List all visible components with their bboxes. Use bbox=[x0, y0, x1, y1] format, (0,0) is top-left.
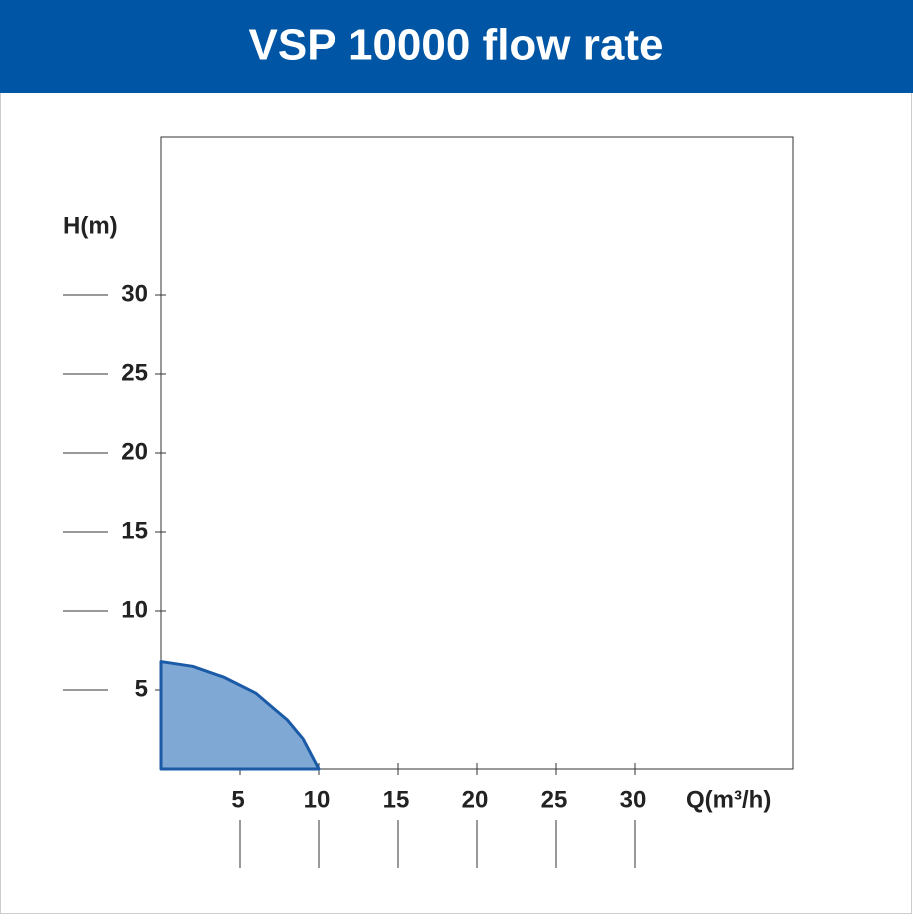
x-axis-label: Q(m³/h) bbox=[686, 786, 771, 813]
chart-title: VSP 10000 flow rate bbox=[249, 21, 664, 70]
y-tick-label: 15 bbox=[121, 517, 148, 544]
x-tick-label: 25 bbox=[541, 786, 568, 813]
y-axis-label: H(m) bbox=[63, 212, 118, 239]
x-tick-label: 30 bbox=[620, 786, 647, 813]
y-tick-label: 20 bbox=[121, 438, 148, 465]
header-bar bbox=[0, 0, 913, 93]
y-tick-label: 25 bbox=[121, 359, 148, 386]
x-tick-label: 5 bbox=[231, 786, 244, 813]
x-tick-label: 20 bbox=[462, 786, 489, 813]
x-tick-label: 10 bbox=[304, 786, 331, 813]
y-tick-label: 30 bbox=[121, 280, 148, 307]
y-tick-label: 10 bbox=[121, 596, 148, 623]
y-tick-label: 5 bbox=[135, 675, 148, 702]
area bbox=[159, 660, 321, 771]
x-tick-label: 15 bbox=[383, 786, 410, 813]
